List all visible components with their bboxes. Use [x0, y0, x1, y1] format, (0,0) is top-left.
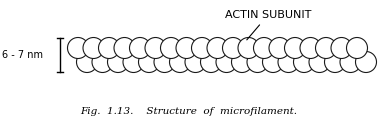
Circle shape [145, 37, 166, 59]
Circle shape [309, 52, 330, 73]
Circle shape [254, 37, 274, 59]
Circle shape [83, 37, 104, 59]
Circle shape [316, 37, 336, 59]
Circle shape [262, 52, 284, 73]
Circle shape [247, 52, 268, 73]
Circle shape [324, 52, 345, 73]
Circle shape [278, 52, 299, 73]
Circle shape [207, 37, 228, 59]
Circle shape [138, 52, 160, 73]
Circle shape [154, 52, 175, 73]
Circle shape [293, 52, 314, 73]
Circle shape [331, 37, 352, 59]
Circle shape [76, 52, 98, 73]
Circle shape [269, 37, 290, 59]
Circle shape [92, 52, 113, 73]
Circle shape [200, 52, 222, 73]
Text: Fig.  1.13.    Structure  of  microfilament.: Fig. 1.13. Structure of microfilament. [81, 107, 297, 116]
Circle shape [223, 37, 243, 59]
Circle shape [347, 37, 367, 59]
Text: 6 - 7 nm: 6 - 7 nm [2, 50, 42, 60]
Circle shape [169, 52, 191, 73]
Circle shape [340, 52, 361, 73]
Circle shape [231, 52, 253, 73]
Circle shape [238, 37, 259, 59]
Circle shape [107, 52, 129, 73]
Circle shape [285, 37, 305, 59]
Circle shape [216, 52, 237, 73]
Circle shape [300, 37, 321, 59]
Circle shape [355, 52, 376, 73]
Circle shape [192, 37, 212, 59]
Circle shape [176, 37, 197, 59]
Circle shape [68, 37, 88, 59]
Text: ACTIN SUBUNIT: ACTIN SUBUNIT [225, 10, 311, 40]
Circle shape [185, 52, 206, 73]
Circle shape [130, 37, 150, 59]
Circle shape [123, 52, 144, 73]
Circle shape [114, 37, 135, 59]
Circle shape [99, 37, 119, 59]
Circle shape [161, 37, 181, 59]
